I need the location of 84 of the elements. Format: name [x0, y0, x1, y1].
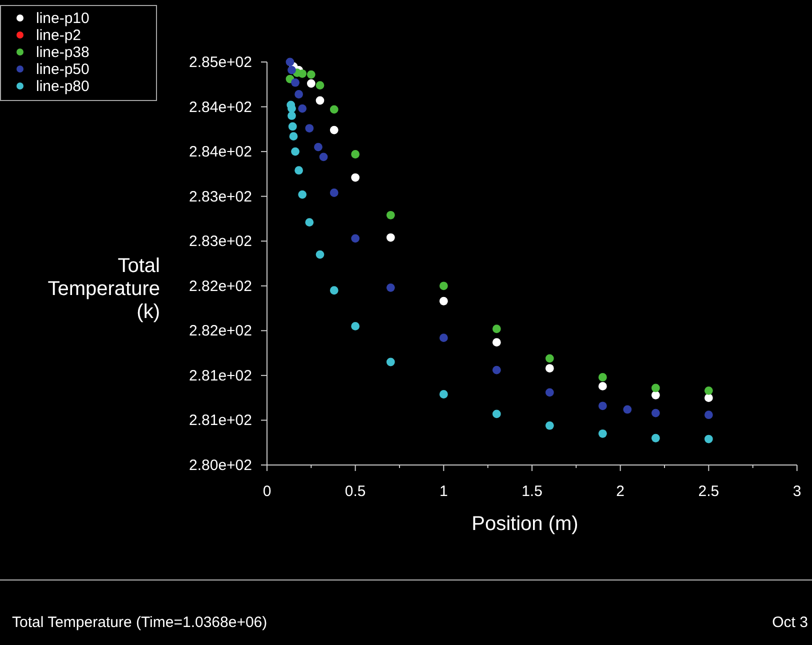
point — [598, 402, 607, 410]
point — [298, 104, 307, 113]
point — [298, 190, 307, 199]
y-tick-label: 2.81e+02 — [189, 367, 252, 384]
text: Total Temperature (Time=1.0368e+06) — [12, 614, 268, 631]
point — [289, 132, 298, 141]
point — [492, 338, 501, 346]
point — [288, 122, 297, 131]
point — [598, 429, 607, 438]
point — [294, 166, 303, 175]
point — [305, 124, 314, 132]
point — [319, 152, 328, 162]
point — [306, 79, 316, 88]
point — [386, 358, 395, 366]
point — [291, 78, 300, 87]
point — [306, 70, 316, 79]
point — [291, 147, 300, 156]
point — [351, 173, 360, 182]
point — [651, 390, 660, 400]
y-tick-label: 2.84e+02 — [189, 98, 252, 116]
point — [330, 105, 338, 114]
point — [351, 322, 360, 330]
point — [288, 112, 296, 120]
y-tick-label: 2.80e+02 — [189, 457, 252, 474]
point — [704, 386, 713, 395]
legend-label: line-p10 — [36, 10, 90, 27]
point — [316, 81, 324, 90]
point — [439, 334, 448, 342]
y-tick-label: 2.83e+02 — [189, 233, 252, 250]
legend-label: line-p50 — [36, 61, 90, 78]
x-tick-label: 3 — [792, 483, 802, 500]
x-axis-title: Position (m) — [472, 513, 578, 535]
point — [598, 373, 607, 382]
point — [294, 90, 303, 98]
point — [330, 188, 338, 197]
point — [545, 364, 554, 372]
point — [305, 218, 314, 226]
point — [704, 434, 713, 444]
point — [386, 233, 395, 242]
point — [286, 58, 294, 66]
y-axis-title: Total Temperature (k) — [48, 255, 160, 323]
x-tick-label: 1 — [439, 483, 448, 500]
point — [704, 410, 713, 420]
y-tick-label: 2.82e+02 — [189, 278, 252, 295]
point — [545, 354, 554, 363]
legend-label: line-p38 — [36, 44, 90, 61]
text: Oct 3 — [772, 614, 808, 631]
point — [330, 286, 338, 295]
point — [704, 394, 713, 402]
point — [439, 282, 448, 290]
y-tick-label: 2.83e+02 — [189, 188, 252, 206]
x-tick-label: 1.5 — [522, 483, 542, 500]
point — [651, 408, 660, 418]
y-tick-label: 2.85e+02 — [189, 54, 252, 71]
point — [351, 234, 360, 243]
point — [330, 126, 338, 134]
point — [386, 210, 395, 220]
x-tick-label: 2 — [616, 483, 625, 500]
point — [316, 96, 324, 105]
x-tick-label: 0 — [262, 483, 272, 500]
point — [439, 296, 448, 306]
point — [651, 384, 660, 392]
y-tick-label: 2.81e+02 — [189, 412, 252, 430]
point — [492, 410, 501, 418]
y-tick-label: 2.84e+02 — [189, 144, 252, 161]
point — [598, 382, 607, 390]
point — [314, 142, 322, 152]
point — [288, 66, 296, 74]
x-tick-label: 0.5 — [344, 483, 366, 500]
legend-label: line-p2 — [36, 27, 82, 44]
point — [623, 405, 632, 414]
point — [351, 150, 360, 158]
y-tick-label: 2.82e+02 — [189, 322, 252, 340]
point — [492, 366, 501, 374]
x-tick-label: 2.5 — [698, 483, 720, 500]
point — [386, 283, 395, 292]
point — [651, 434, 660, 442]
point — [316, 250, 324, 259]
point — [439, 390, 448, 398]
point — [492, 324, 501, 334]
point — [298, 69, 307, 78]
point — [545, 388, 554, 397]
point — [545, 421, 554, 430]
legend-label: line-p80 — [36, 78, 90, 95]
